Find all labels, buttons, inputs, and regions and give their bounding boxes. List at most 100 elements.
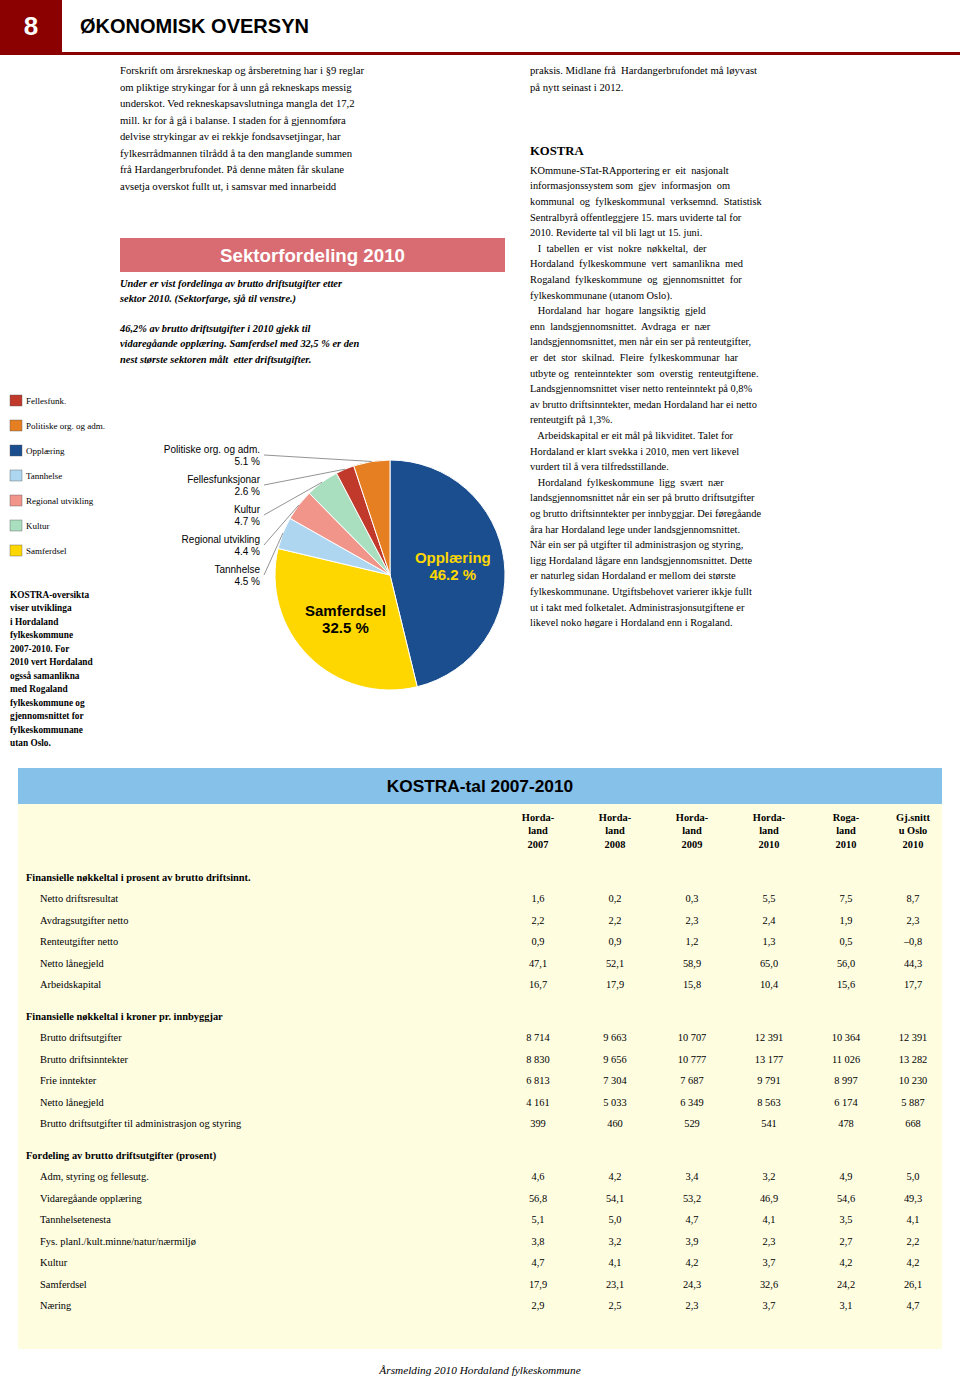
- row-label: Adm, styring og fellesutg.: [40, 1171, 149, 1182]
- cell-value: 24,2: [837, 1279, 855, 1290]
- cell-value: 4,6: [532, 1171, 545, 1182]
- text-line: underskot. Ved rekneskapsavslutninga man…: [120, 97, 355, 109]
- text-line: fylkeskommune og: [10, 698, 85, 708]
- text-line: utan Oslo.: [10, 738, 51, 748]
- text-line: land: [605, 825, 625, 836]
- cell-value: 8 830: [526, 1054, 549, 1065]
- text-line: Horda-: [599, 812, 632, 823]
- data-label: Politiske org. og adm.5.1 %: [164, 444, 260, 467]
- legend-label: Opplæring: [26, 446, 65, 456]
- row-label: Frie inntekter: [40, 1075, 97, 1086]
- side-text: KOSTRA-oversiktaviser utviklingai Hordal…: [10, 590, 93, 749]
- row-label: Samferdsel: [40, 1279, 87, 1290]
- cell-value: 2,7: [840, 1236, 853, 1247]
- legend-label: Samferdsel: [26, 546, 67, 556]
- row-label: Netto lånegjeld: [40, 958, 105, 969]
- cell-value: 5 887: [901, 1097, 924, 1108]
- text-line: 2010: [903, 839, 924, 850]
- cell-value: 53,2: [683, 1193, 701, 1204]
- body-text: Forskrift om årsrekneskap og årsberetnin…: [120, 64, 364, 192]
- legend-swatch: [10, 545, 22, 556]
- cell-value: 2,9: [532, 1300, 545, 1311]
- cell-value: 65,0: [760, 958, 778, 969]
- page-root: 8 ØKONOMISK OVERSYN Forskrift om årsreknes…: [0, 0, 960, 1389]
- cell-value: 10 364: [832, 1032, 861, 1043]
- cell-value: 44,3: [904, 958, 922, 969]
- cell-value: 17,9: [529, 1279, 547, 1290]
- column-header: Roga-land2010: [833, 812, 860, 850]
- text-line: Når ein ser på utgifter til administrasj…: [530, 539, 743, 550]
- cell-value: 7,5: [840, 893, 853, 904]
- text-line: sektor 2010. (Sektorfarge, sjå til venst…: [119, 293, 296, 305]
- legend-swatch: [10, 470, 22, 481]
- cell-value: 46,9: [760, 1193, 778, 1204]
- cell-value: 10 777: [678, 1054, 707, 1065]
- text-line: land: [759, 825, 779, 836]
- cell-value: 0,2: [609, 893, 622, 904]
- text-line: 2010. Reviderte tal vil bli lagt ut 15. …: [530, 227, 702, 238]
- cell-value: 10,4: [760, 979, 779, 990]
- text-line: og brutto driftsinntekter per innbyggjar…: [530, 508, 762, 519]
- legend-swatch: [10, 395, 22, 406]
- cell-value: 8 563: [757, 1097, 780, 1108]
- column-header: Gj.snittu Oslo2010: [896, 812, 930, 850]
- cell-value: 2,3: [686, 915, 699, 926]
- cell-value: 12 391: [899, 1032, 928, 1043]
- cell-value: 23,1: [606, 1279, 624, 1290]
- cell-value: 3,7: [763, 1257, 776, 1268]
- cell-value: 10 230: [899, 1075, 928, 1086]
- cell-value: 2,2: [532, 915, 545, 926]
- text-line: 2010 vert Hordaland: [10, 657, 93, 667]
- text-line: 2007-2010. For: [10, 644, 69, 654]
- data-label-category: Regional utvikling: [182, 534, 260, 545]
- footer: Årsmelding 2010 Hordaland fylkeskommune: [378, 1364, 580, 1376]
- cell-value: 4,2: [907, 1257, 920, 1268]
- cell-value: 6 349: [680, 1097, 703, 1108]
- text-line: landsgjennomsnittet, men når ein ser på …: [530, 336, 751, 347]
- row-label: Vidaregåande opplæring: [40, 1193, 142, 1204]
- data-label-category: Politiske org. og adm.: [164, 444, 260, 455]
- legend-swatch: [10, 520, 22, 531]
- cell-value: 668: [905, 1118, 921, 1129]
- column-header: Horda-land2010: [753, 812, 786, 850]
- cell-value: 32,6: [760, 1279, 778, 1290]
- leader-line: [264, 482, 322, 515]
- column-header: Horda-land2007: [522, 812, 555, 850]
- cell-value: 5,1: [532, 1214, 545, 1225]
- cell-value: 2,3: [686, 1300, 699, 1311]
- cell-value: 3,7: [763, 1300, 776, 1311]
- cell-value: 13 282: [899, 1054, 928, 1065]
- data-label-category: Fellesfunksjonar: [187, 474, 260, 485]
- cell-value: 2,5: [609, 1300, 622, 1311]
- data-label: Fellesfunksjonar2.6 %: [187, 474, 260, 497]
- page-canvas: 8 ØKONOMISK OVERSYN Forskrift om årsreknes…: [0, 0, 960, 1389]
- text-line: nest største sektoren målt etter driftsu…: [120, 354, 311, 365]
- text-line: praksis. Midlane frå Hardangerbrufondet …: [530, 64, 757, 76]
- cell-value: 9 663: [603, 1032, 626, 1043]
- text-line: vurdert til å vera tilfredsstillande.: [530, 461, 669, 472]
- section-heading: KOSTRA: [530, 144, 584, 158]
- cell-value: 4,1: [907, 1214, 920, 1225]
- table-title: KOSTRA-tal 2007-2010: [387, 776, 573, 796]
- cell-value: –0,8: [903, 936, 922, 947]
- table: Horda-land2007Horda-land2008Horda-land20…: [26, 812, 930, 1311]
- row-label: Arbeidskapital: [40, 979, 101, 990]
- text-line: Hordaland fylkeskommune vert samanlikna …: [530, 258, 744, 269]
- cell-value: 13 177: [755, 1054, 784, 1065]
- text-line: med Rogaland: [10, 684, 68, 694]
- cell-value: 7 687: [680, 1075, 703, 1086]
- cell-value: 2,2: [609, 915, 622, 926]
- text-line: fylkeskommunane (utanom Oslo).: [530, 290, 672, 302]
- text-line: mill. kr for å gå i balanse. I staden fo…: [120, 114, 346, 126]
- text-line: KOSTRA-oversikta: [10, 590, 89, 600]
- header-title: ØKONOMISK OVERSYN: [80, 15, 309, 37]
- page-number: 8: [24, 11, 38, 41]
- text-line: ligg Hordaland lågare enn landsgjennomsn…: [530, 555, 753, 566]
- cell-value: 10 707: [678, 1032, 707, 1043]
- legend-swatch: [10, 495, 22, 506]
- cell-value: 3,1: [840, 1300, 853, 1311]
- section-header: Finansielle nøkkeltal i kroner pr. innby…: [26, 1011, 223, 1022]
- text-line: frå Hardangerbrufondet. På denne måten f…: [120, 163, 344, 175]
- cell-value: 1,6: [532, 893, 545, 904]
- data-label: Tannhelse4.5 %: [214, 564, 260, 587]
